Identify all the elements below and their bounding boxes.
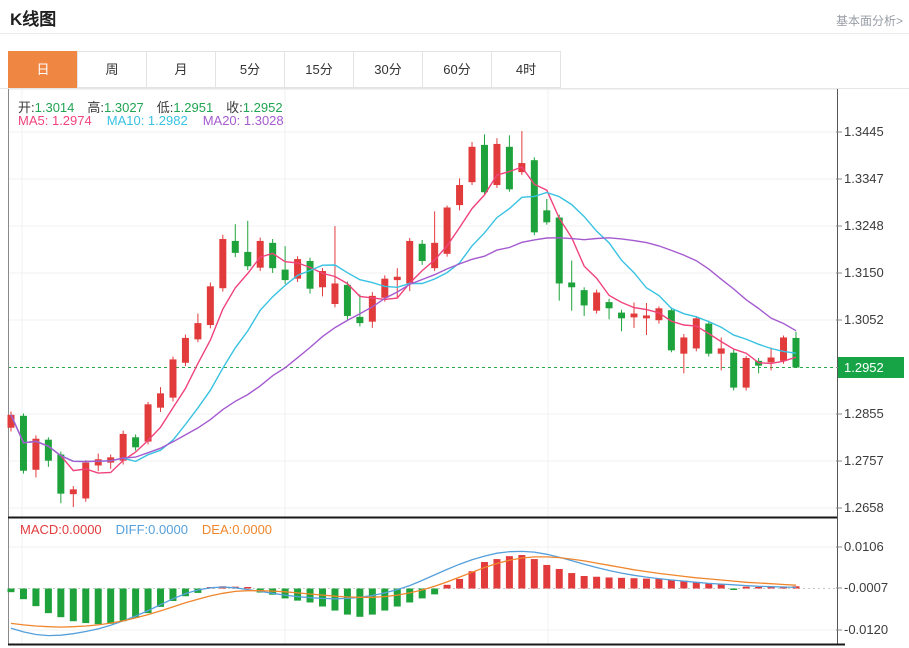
- tab-day[interactable]: 日: [8, 51, 78, 88]
- macd-axis-label: 0.0106: [844, 539, 884, 554]
- open-label: 开:: [18, 100, 35, 115]
- macd-axis-label: -0.0120: [844, 622, 889, 637]
- ma10-value: 1.2982: [147, 113, 188, 128]
- tab-5min[interactable]: 5分: [215, 51, 285, 88]
- close-value: 1.2952: [242, 100, 283, 115]
- period-tabbar: 日周月 5分 15分 30分 60分 4时: [8, 51, 561, 88]
- ma-legend: MA5: 1.2974 MA10: 1.2982 MA20: 1.3028: [18, 113, 284, 128]
- ma5-value: 1.2974: [51, 113, 92, 128]
- ma20-label: MA20:: [202, 113, 244, 128]
- tab-week[interactable]: 周: [77, 51, 147, 88]
- dea-label: DEA:: [201, 522, 233, 537]
- current-price-badge: 1.2952: [838, 357, 904, 378]
- high-label: 高:: [87, 100, 105, 115]
- tab-4hour[interactable]: 4时: [491, 51, 561, 88]
- price-axis-label: 1.3445: [844, 124, 884, 139]
- price-axis-label: 1.2658: [844, 500, 884, 515]
- ma20-value: 1.3028: [243, 113, 284, 128]
- diff-value: 0.0000: [148, 522, 188, 537]
- low-value: 1.2951: [173, 100, 214, 115]
- dea-value: 0.0000: [232, 522, 273, 537]
- price-axis-label: 1.3347: [844, 171, 884, 186]
- header-divider: [0, 33, 909, 34]
- fundamental-analysis-link[interactable]: 基本面分析>: [835, 14, 903, 28]
- kline-chart-canvas[interactable]: [0, 88, 909, 648]
- price-axis-label: 1.3150: [844, 265, 884, 280]
- ohlc-legend: 开:1.3014 高:1.3027 低:1.2951 收:1.2952: [18, 97, 296, 116]
- diff-label: DIFF:: [115, 522, 149, 537]
- macd-legend: MACD:0.0000 DIFF:0.0000 DEA:0.0000: [20, 522, 272, 537]
- ma5-label: MA5:: [18, 113, 52, 128]
- price-axis-label: 1.2757: [844, 453, 884, 468]
- tab-60min[interactable]: 60分: [422, 51, 492, 88]
- macd-axis-label: -0.0007: [844, 580, 889, 595]
- macd-label: MACD:: [20, 522, 62, 537]
- close-label: 收:: [226, 100, 243, 115]
- open-value: 1.3014: [34, 100, 75, 115]
- high-value: 1.3027: [104, 100, 144, 115]
- page-title: K线图: [10, 10, 57, 29]
- price-axis-label: 1.3248: [844, 218, 884, 233]
- price-axis-label: 1.3052: [844, 312, 884, 327]
- tab-15min[interactable]: 15分: [284, 51, 354, 88]
- low-label: 低:: [156, 100, 174, 115]
- tab-month[interactable]: 月: [146, 51, 216, 88]
- ma10-label: MA10:: [106, 113, 148, 128]
- macd-value: 0.0000: [61, 522, 102, 537]
- price-axis-label: 1.2855: [844, 406, 884, 421]
- tab-30min[interactable]: 30分: [353, 51, 423, 88]
